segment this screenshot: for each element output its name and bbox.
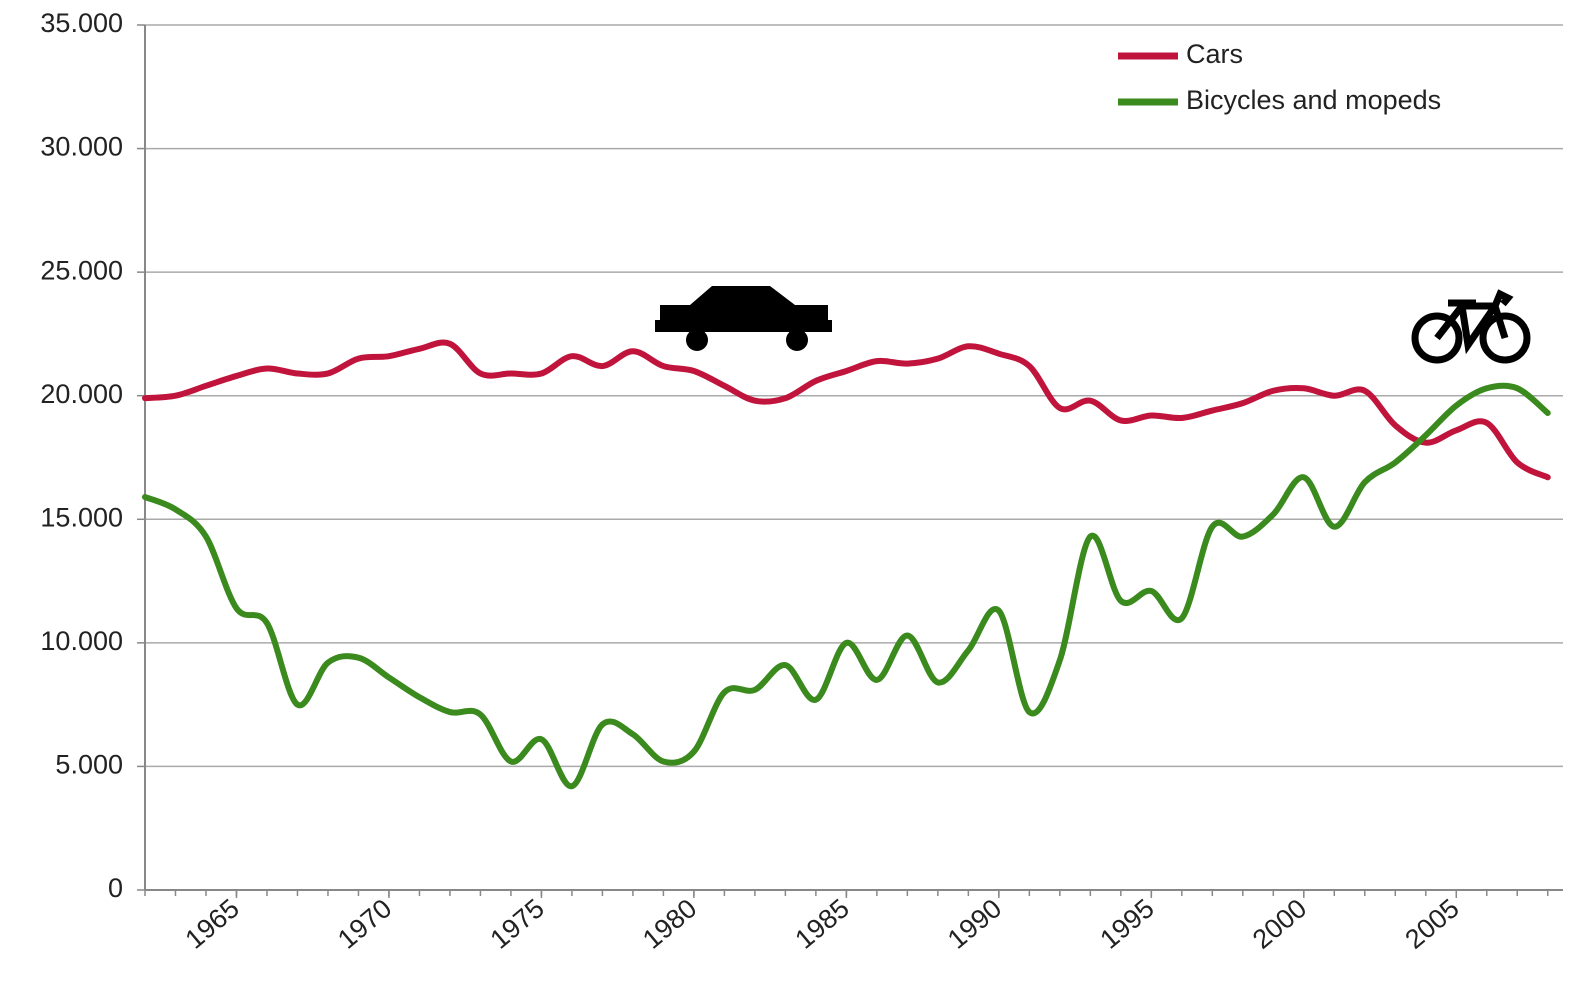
- x-tick-label: 1980: [637, 893, 702, 955]
- y-tick-label: 10.000: [40, 626, 123, 656]
- y-tick-label: 5.000: [55, 750, 123, 780]
- y-tick-label: 20.000: [40, 379, 123, 409]
- x-tick-label: 2005: [1399, 893, 1464, 955]
- x-tick-label: 1970: [332, 893, 397, 955]
- y-tick-label: 30.000: [40, 132, 123, 162]
- x-tick-label: 1985: [790, 893, 855, 955]
- series-line: [142, 382, 1551, 790]
- x-tick-label: 1990: [942, 893, 1007, 955]
- y-tick-label: 15.000: [40, 502, 123, 532]
- x-tick-label: 2000: [1247, 893, 1312, 955]
- x-tick-label: 1995: [1094, 893, 1159, 955]
- y-tick-label: 0: [108, 873, 123, 903]
- x-tick-label: 1965: [180, 893, 245, 955]
- legend-label: Bicycles and mopeds: [1186, 85, 1441, 115]
- car-icon: [655, 286, 832, 351]
- y-tick-label: 35.000: [40, 8, 123, 38]
- x-tick-label: 1975: [485, 893, 550, 955]
- legend-label: Cars: [1186, 39, 1243, 69]
- y-tick-label: 25.000: [40, 255, 123, 285]
- bicycle-icon: [1411, 289, 1531, 364]
- series-line: [142, 339, 1551, 481]
